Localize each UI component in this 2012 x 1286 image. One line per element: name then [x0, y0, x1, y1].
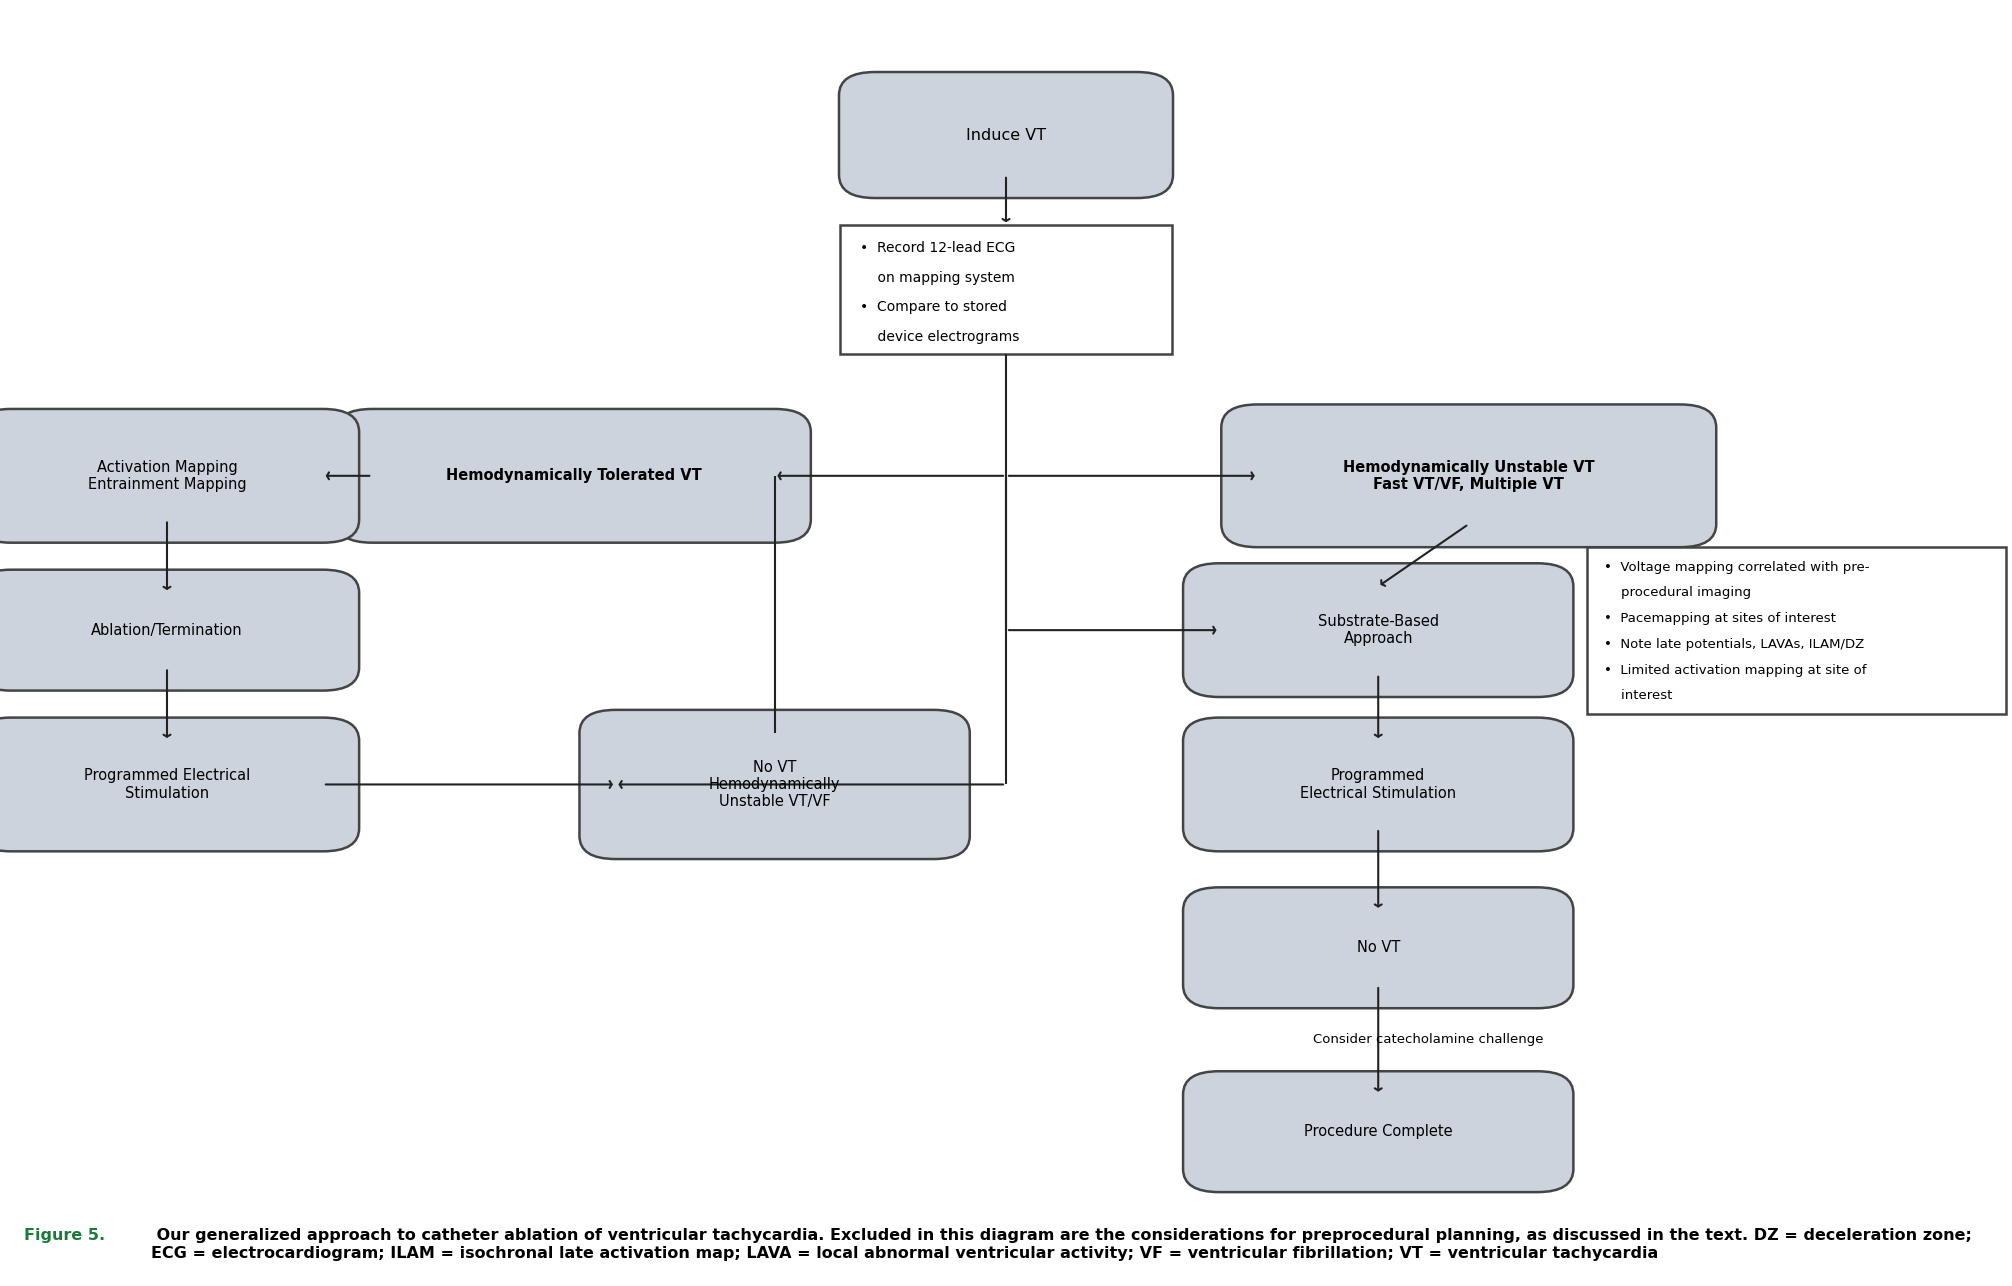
- FancyBboxPatch shape: [839, 72, 1173, 198]
- FancyBboxPatch shape: [1183, 718, 1573, 851]
- Text: Activation Mapping
Entrainment Mapping: Activation Mapping Entrainment Mapping: [89, 459, 245, 493]
- Text: •  Pacemapping at sites of interest: • Pacemapping at sites of interest: [1604, 612, 1835, 625]
- Bar: [1587, 547, 2006, 714]
- Bar: [839, 225, 1171, 354]
- Text: •  Record 12-lead ECG: • Record 12-lead ECG: [859, 242, 1016, 255]
- FancyBboxPatch shape: [336, 409, 811, 543]
- Text: Our generalized approach to catheter ablation of ventricular tachycardia. Exclud: Our generalized approach to catheter abl…: [151, 1228, 1972, 1260]
- Text: No VT: No VT: [1356, 940, 1400, 955]
- Text: Consider catecholamine challenge: Consider catecholamine challenge: [1314, 1033, 1543, 1047]
- Text: Hemodynamically Unstable VT
Fast VT/VF, Multiple VT: Hemodynamically Unstable VT Fast VT/VF, …: [1342, 459, 1596, 493]
- Text: device electrograms: device electrograms: [859, 331, 1020, 343]
- Text: •  Compare to stored: • Compare to stored: [859, 301, 1008, 314]
- Text: procedural imaging: procedural imaging: [1604, 586, 1750, 599]
- Text: Procedure Complete: Procedure Complete: [1304, 1124, 1453, 1139]
- Text: interest: interest: [1604, 689, 1672, 702]
- Text: Substrate-Based
Approach: Substrate-Based Approach: [1318, 613, 1439, 647]
- FancyBboxPatch shape: [1183, 887, 1573, 1008]
- Text: Programmed
Electrical Stimulation: Programmed Electrical Stimulation: [1300, 768, 1457, 801]
- Text: No VT
Hemodynamically
Unstable VT/VF: No VT Hemodynamically Unstable VT/VF: [708, 760, 841, 809]
- FancyBboxPatch shape: [0, 718, 360, 851]
- Text: on mapping system: on mapping system: [859, 271, 1014, 284]
- Text: Induce VT: Induce VT: [966, 127, 1046, 143]
- FancyBboxPatch shape: [579, 710, 970, 859]
- Text: Hemodynamically Tolerated VT: Hemodynamically Tolerated VT: [445, 468, 702, 484]
- Text: Programmed Electrical
Stimulation: Programmed Electrical Stimulation: [85, 768, 249, 801]
- Text: •  Voltage mapping correlated with pre-: • Voltage mapping correlated with pre-: [1604, 561, 1869, 574]
- FancyBboxPatch shape: [1183, 563, 1573, 697]
- Text: Ablation/Termination: Ablation/Termination: [91, 622, 243, 638]
- FancyBboxPatch shape: [1183, 1071, 1573, 1192]
- Text: •  Limited activation mapping at site of: • Limited activation mapping at site of: [1604, 664, 1865, 676]
- FancyBboxPatch shape: [0, 570, 360, 691]
- FancyBboxPatch shape: [1221, 404, 1716, 548]
- FancyBboxPatch shape: [0, 409, 360, 543]
- Text: Figure 5.: Figure 5.: [24, 1228, 105, 1244]
- Text: •  Note late potentials, LAVAs, ILAM/DZ: • Note late potentials, LAVAs, ILAM/DZ: [1604, 638, 1863, 651]
